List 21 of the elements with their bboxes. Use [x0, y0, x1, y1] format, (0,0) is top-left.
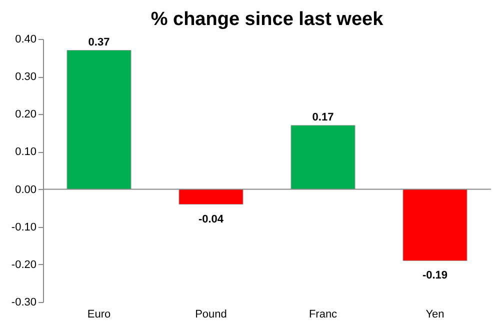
y-tick-label: -0.10 [11, 221, 36, 234]
data-label: 0.17 [312, 111, 334, 124]
data-label: -0.04 [198, 213, 224, 226]
y-tick-label: 0.00 [15, 184, 36, 196]
x-tick-label: Yen [426, 308, 444, 320]
y-tick-label: -0.30 [11, 296, 36, 308]
x-tick-label: Pound [195, 308, 227, 320]
y-tick-label: 0.10 [15, 146, 36, 158]
bar [402, 189, 468, 261]
y-tick-label: 0.30 [15, 71, 36, 84]
bar [66, 50, 132, 190]
chart-title: % change since last week [150, 9, 384, 30]
data-label: 0.37 [88, 36, 110, 48]
y-tick-label: -0.20 [11, 258, 36, 271]
bar [178, 189, 244, 205]
data-label: -0.19 [422, 270, 448, 282]
bar [290, 125, 356, 190]
y-tick-label: 0.40 [15, 34, 36, 46]
x-tick-label: Franc [308, 308, 338, 320]
x-tick-label: Euro [87, 308, 111, 320]
y-tick-label: 0.20 [15, 108, 36, 121]
